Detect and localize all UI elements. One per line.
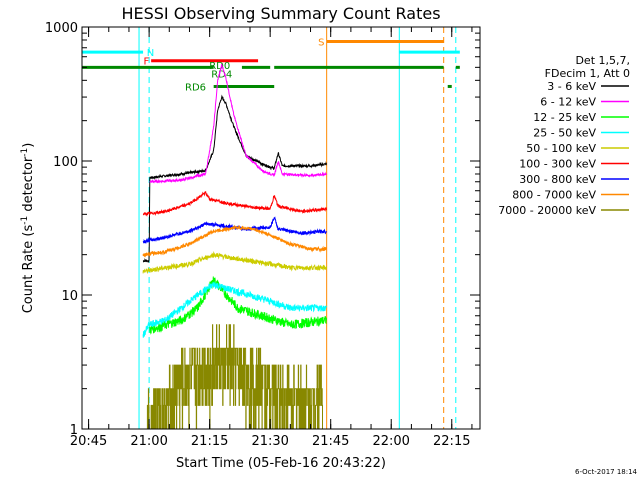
series-line	[142, 280, 327, 338]
y-axis-title-part: detector	[21, 156, 36, 216]
y-axis-title-part: Count Rate (s	[21, 225, 36, 314]
state-label: F	[144, 57, 150, 68]
series-lines	[142, 63, 327, 430]
state-label: N	[147, 48, 154, 59]
legend-label: 300 - 800 keV	[519, 173, 596, 186]
legend-header: FDecim 1, Att 0	[545, 67, 630, 80]
series-line	[142, 191, 327, 217]
y-axis-title: Count Rate (s-1 detector-1)	[20, 143, 36, 314]
x-tick-label: 21:45	[312, 434, 349, 449]
series-line	[142, 94, 327, 263]
legend-header: Det 1,5,7,	[575, 54, 630, 67]
x-tick-label: 21:15	[191, 434, 228, 449]
plot-timestamp: 6-Oct-2017 18:14	[575, 468, 638, 476]
series-line	[142, 251, 327, 274]
legend-label: 3 - 6 keV	[547, 80, 596, 93]
y-tick-label: 100	[53, 155, 78, 170]
state-label: RD0	[209, 61, 230, 72]
series-line	[142, 224, 327, 258]
state-label: RD4	[211, 69, 232, 80]
x-axis-title: Start Time (05-Feb-16 20:43:22)	[176, 456, 386, 471]
y-tick-label: 1000	[45, 21, 78, 36]
series-line	[149, 63, 327, 184]
plot-frame	[81, 26, 481, 430]
x-tick-label: 22:00	[372, 434, 409, 449]
state-label: S	[318, 37, 324, 48]
y-tick-label: 10	[61, 289, 78, 304]
series-line	[146, 324, 323, 430]
y-axis-title-part: -1	[20, 216, 30, 225]
legend-label: 25 - 50 keV	[533, 127, 596, 140]
chart-title: HESSI Observing Summary Count Rates	[121, 4, 440, 23]
legend-label: 50 - 100 keV	[526, 142, 596, 155]
legend-label: 7000 - 20000 keV	[498, 204, 596, 217]
legend-label: 6 - 12 keV	[540, 96, 596, 109]
y-axis-title-part: )	[21, 143, 36, 148]
x-tick-label: 21:00	[130, 434, 167, 449]
legend-label: 100 - 300 keV	[519, 158, 596, 171]
state-label: RD6	[185, 82, 206, 93]
axes: 1 10 100 1000 20:45 21:00 21:15 21:30 21:45 22:00…	[45, 21, 480, 449]
series-line	[149, 276, 327, 335]
x-tick-label: 22:15	[433, 434, 470, 449]
x-tick-label: 20:45	[70, 434, 107, 449]
x-tick-label: 21:30	[251, 434, 288, 449]
legend-label: 800 - 7000 keV	[512, 189, 596, 202]
y-tick-label: 1	[70, 423, 78, 438]
legend-label: 12 - 25 keV	[533, 111, 596, 124]
legend: Det 1,5,7,FDecim 1, Att 03 - 6 keV 6 - 12…	[498, 54, 630, 217]
y-axis-title-part: -1	[20, 148, 30, 157]
